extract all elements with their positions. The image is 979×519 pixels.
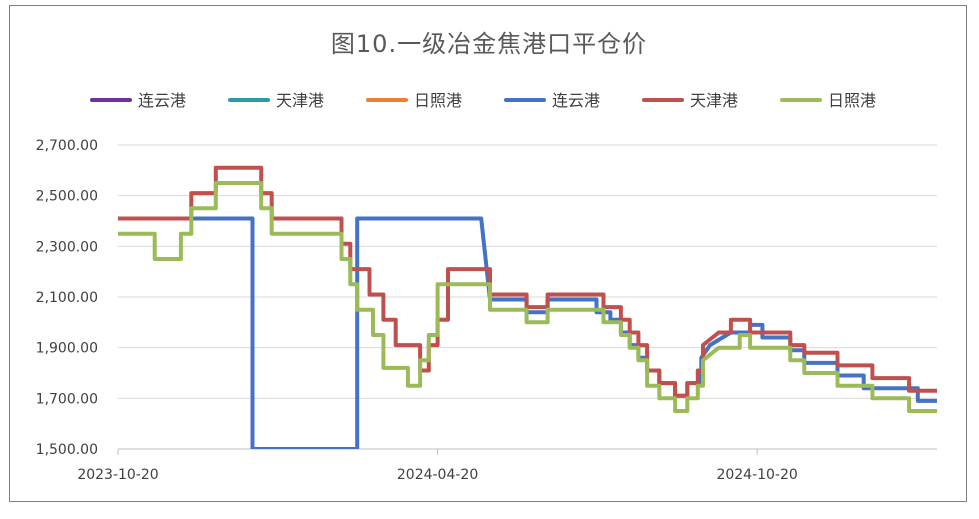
series-line-1: [118, 165, 937, 398]
y-tick-label: 2,700.00: [36, 138, 98, 154]
y-tick-label: 1,900.00: [36, 341, 98, 357]
legend-label: 日照港: [414, 91, 462, 110]
legend-label: 天津港: [276, 91, 324, 110]
legend-label: 天津港: [690, 91, 738, 110]
chart-title: 图10.一级冶金焦港口平仓价: [331, 30, 647, 58]
series-group: [118, 165, 937, 449]
chart-frame: [9, 5, 967, 502]
legend-label: 连云港: [552, 91, 600, 110]
y-tick-label: 2,500.00: [36, 189, 98, 205]
legend-label: 连云港: [138, 91, 186, 110]
y-tick-label: 1,500.00: [36, 442, 98, 458]
y-tick-label: 2,100.00: [36, 290, 98, 306]
x-tick-label: 2024-04-20: [397, 467, 478, 483]
x-tick-label: 2024-10-20: [716, 467, 797, 483]
legend: 连云港 天津港 日照港 连云港 天津港 日照港: [90, 91, 876, 110]
legend-item: 日照港: [780, 91, 876, 110]
series-line-0: [118, 216, 937, 449]
x-tick-label: 2023-10-20: [77, 467, 158, 483]
y-axis-ticks: 1,500.00 1,700.00 1,900.00 2,100.00 2,300.00…: [36, 138, 98, 458]
y-tick-label: 2,300.00: [36, 239, 98, 255]
legend-item: 连云港: [90, 91, 186, 110]
legend-label: 日照港: [828, 91, 876, 110]
legend-item: 天津港: [228, 91, 324, 110]
legend-item: 天津港: [642, 91, 738, 110]
x-axis-ticks: 2023-10-20 2024-04-20 2024-10-20: [77, 449, 798, 483]
legend-item: 日照港: [366, 91, 462, 110]
y-tick-label: 1,700.00: [36, 391, 98, 407]
legend-item: 连云港: [504, 91, 600, 110]
series-line-2: [118, 181, 937, 413]
